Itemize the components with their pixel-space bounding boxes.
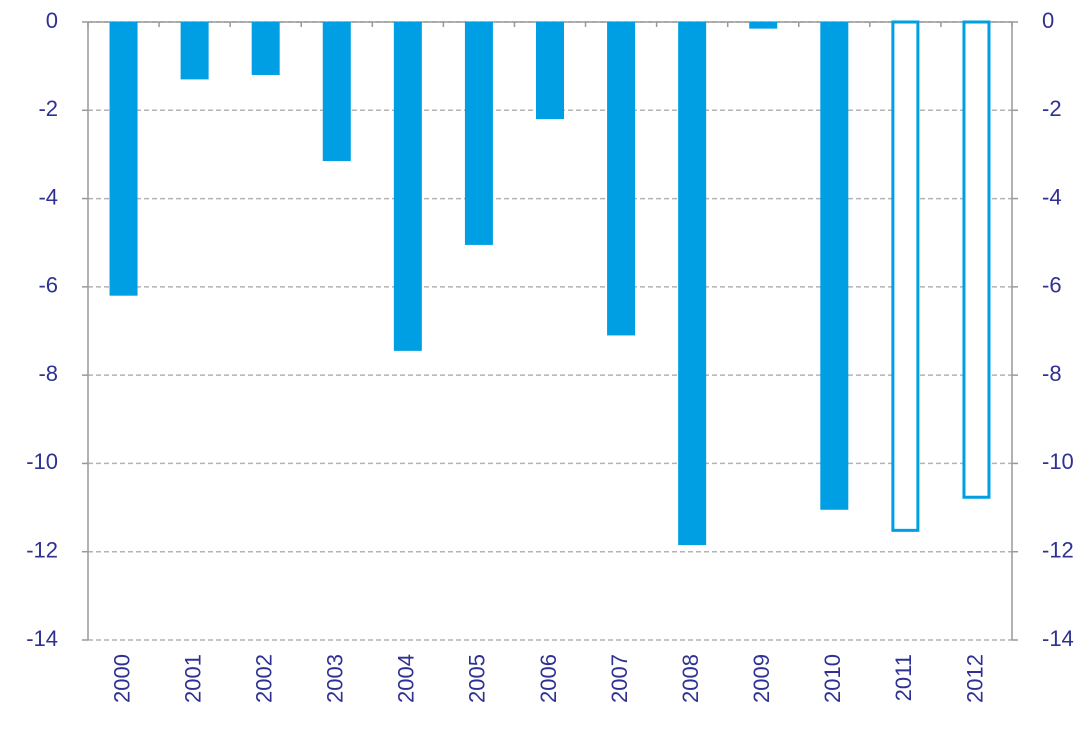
y2-tick-label: -4	[1042, 184, 1062, 209]
x-tick-label: 2000	[109, 654, 134, 703]
y2-tick-label: -8	[1042, 361, 1062, 386]
x-tick-label: 2001	[180, 654, 205, 703]
x-tick-label: 2003	[323, 654, 348, 703]
y2-tick-label: -12	[1042, 538, 1074, 563]
bar	[962, 20, 991, 499]
x-tick-label: 2010	[820, 654, 845, 703]
y2-tick-label: 0	[1042, 8, 1054, 33]
y2-tick-label: -2	[1042, 96, 1062, 121]
y-tick-label: -10	[26, 449, 58, 474]
bar	[109, 22, 138, 296]
y-tick-label: -2	[38, 96, 58, 121]
bar	[536, 22, 564, 120]
x-tick-label: 2007	[607, 654, 632, 703]
x-tick-label: 2004	[394, 654, 419, 703]
y-tick-label: 0	[46, 8, 58, 33]
y-tick-label: -6	[38, 273, 58, 298]
bar	[464, 22, 493, 245]
x-tick-label: 2012	[962, 654, 987, 703]
x-tick-label: 2005	[465, 654, 490, 703]
bar	[322, 22, 351, 162]
bar	[820, 22, 849, 510]
y-tick-label: -4	[38, 184, 58, 209]
bar	[891, 20, 920, 532]
x-tick-label: 2006	[536, 654, 561, 703]
bar	[251, 22, 280, 75]
y-tick-label: -8	[38, 361, 58, 386]
bar	[749, 22, 778, 29]
x-tick-label: 2011	[891, 654, 916, 701]
x-tick-label: 2009	[749, 654, 774, 703]
y2-tick-label: -6	[1042, 273, 1062, 298]
y-tick-label: -12	[26, 538, 58, 563]
bar	[393, 22, 422, 351]
bar	[678, 22, 707, 546]
bar	[607, 22, 636, 336]
y2-tick-label: -10	[1042, 449, 1074, 474]
bar	[180, 22, 209, 80]
y2-tick-label: -14	[1042, 626, 1074, 651]
y-tick-label: -14	[26, 626, 58, 651]
x-tick-label: 2002	[252, 654, 277, 703]
x-tick-label: 2008	[678, 654, 703, 703]
